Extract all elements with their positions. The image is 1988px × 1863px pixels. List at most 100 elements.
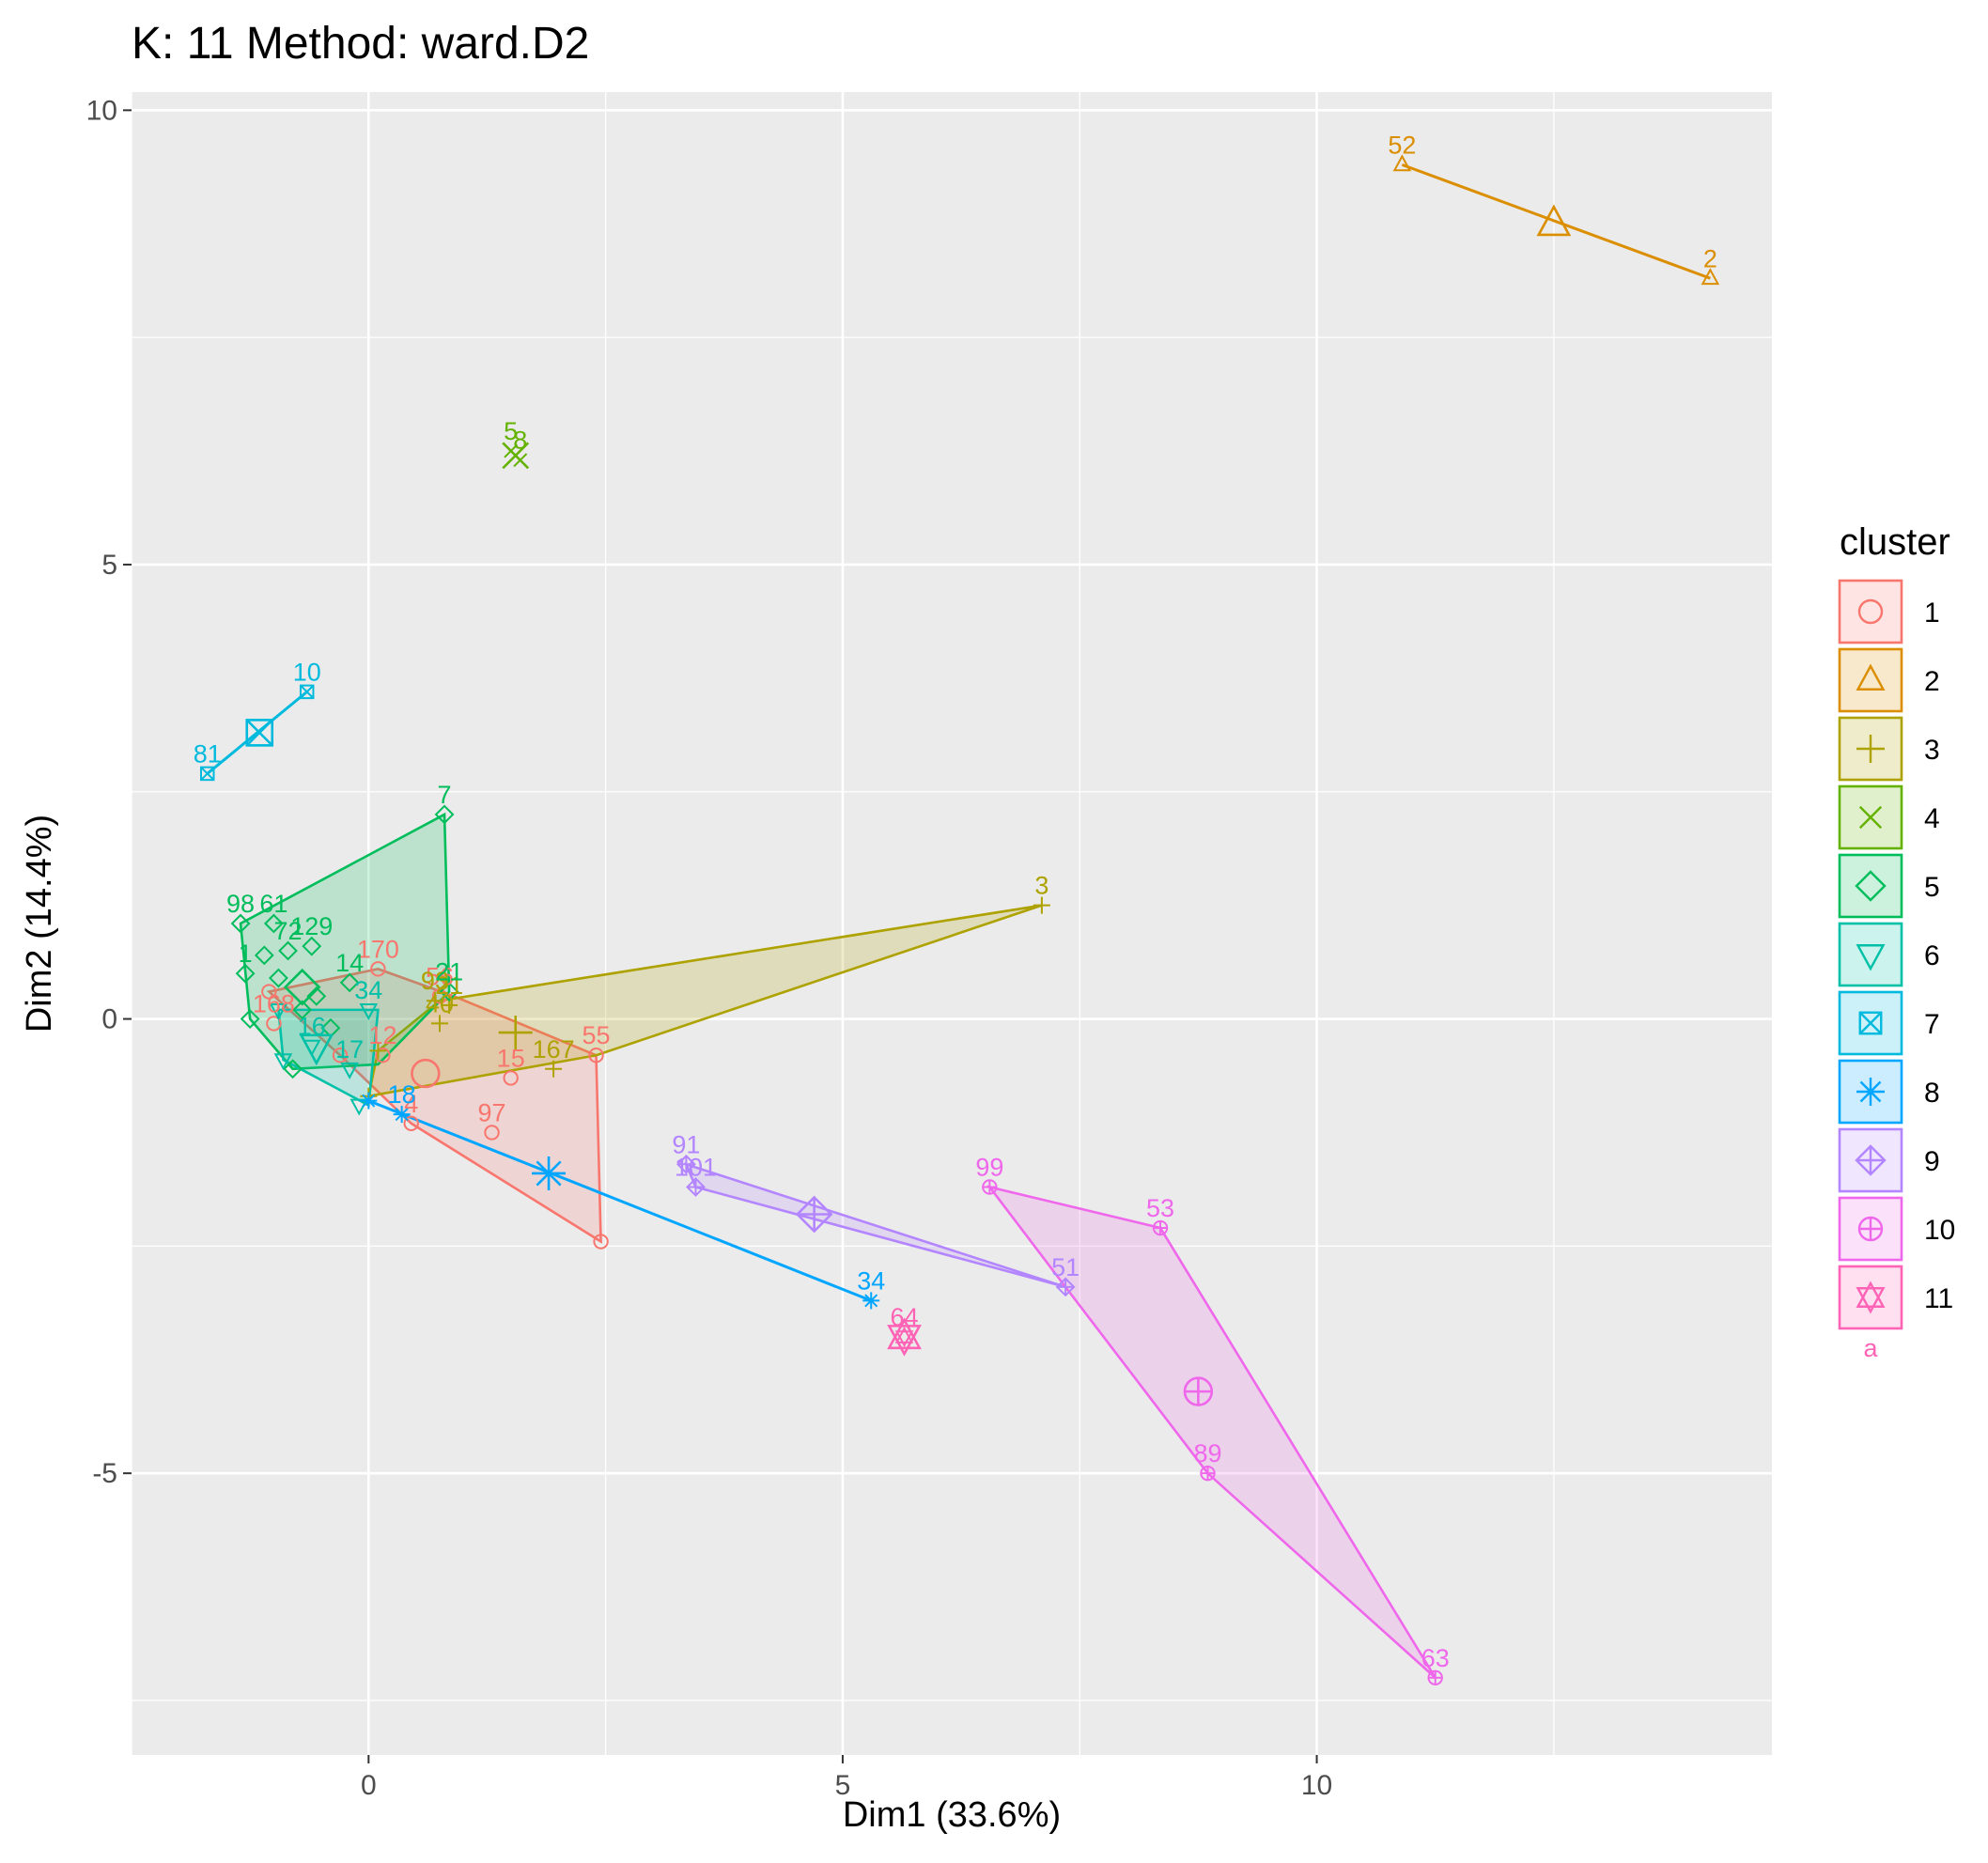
legend-label-7: 7: [1924, 1009, 1940, 1040]
cluster-7-centroid: [245, 719, 274, 747]
cluster-8-point: [862, 1292, 880, 1310]
centroid-lines: [206, 163, 1711, 1302]
cluster-7-segment: [206, 691, 308, 775]
legend-symbol-9: [1855, 1144, 1887, 1176]
cluster-5-point: [269, 968, 288, 988]
cluster-1-point: [588, 1048, 604, 1063]
cluster-1-point: [403, 1115, 419, 1131]
point-label: 3: [1034, 872, 1048, 900]
point-label: 7: [438, 781, 452, 809]
cluster-1-point: [266, 1016, 282, 1032]
point-label: 34: [857, 1266, 885, 1295]
y-axis-title: Dim2 (14.4%): [20, 815, 59, 1032]
point-label: 89: [1193, 1439, 1221, 1467]
point-label: 61: [259, 890, 287, 918]
point-label: 40: [426, 989, 454, 1017]
cluster-hulls: [239, 812, 1437, 1679]
legend-symbol-5: [1855, 870, 1887, 902]
cluster-3-point: [431, 1015, 449, 1032]
point-label: 18: [388, 1080, 416, 1109]
y-tick-label: 0: [101, 1004, 117, 1035]
data-points: [199, 154, 1720, 1685]
point-label: 72: [274, 917, 303, 945]
cluster-1-point: [332, 1048, 349, 1063]
cluster-5-hull: [239, 812, 451, 1071]
cluster-6-point: [340, 1062, 359, 1079]
cluster-1-point: [261, 984, 277, 1000]
cluster-5-point: [306, 986, 327, 1006]
cluster-10-point: [1200, 1465, 1216, 1482]
point-label: 16: [298, 1013, 326, 1041]
y-tick-label: -5: [92, 1458, 117, 1489]
gridlines: [131, 92, 1772, 1755]
point-label: 17: [335, 1035, 364, 1063]
legend-label-6: 6: [1924, 940, 1940, 971]
point-label: 91: [672, 1130, 700, 1158]
legend-label-10: 10: [1924, 1215, 1955, 1246]
cluster-8-centroid: [532, 1156, 567, 1190]
x-tick-label: 0: [361, 1770, 377, 1801]
y-tick-label: 5: [101, 550, 117, 581]
cluster-3-point: [545, 1060, 563, 1078]
legend-label-1: 1: [1924, 598, 1940, 629]
point-label: 129: [290, 912, 333, 940]
cluster-1-hull: [266, 968, 602, 1244]
cluster-5-point: [240, 1009, 260, 1029]
cluster-4-centroid: [502, 442, 530, 470]
cluster-9-point: [1055, 1277, 1076, 1297]
cluster-3-centroid: [498, 1016, 533, 1050]
point-label: 56: [426, 962, 454, 990]
cluster-6-centroid: [299, 1033, 334, 1066]
legend-key-5: [1838, 853, 1903, 919]
point-label: 81: [194, 739, 222, 768]
cluster-2-point: [1701, 268, 1720, 286]
cluster-3-point: [1033, 896, 1050, 914]
cluster-2-centroid: [1536, 204, 1572, 237]
cluster-5-point: [439, 982, 459, 1001]
legend-label-5: 5: [1924, 872, 1940, 903]
y-tick-label: 10: [86, 95, 117, 126]
legend-symbol-3: [1856, 735, 1885, 763]
plot-panel: [132, 92, 1772, 1755]
cluster-1-point: [375, 1048, 391, 1063]
cluster-7-point: [299, 684, 315, 700]
cluster-5-point: [302, 936, 322, 956]
point-label: 98: [226, 890, 255, 918]
point-label: 51: [1051, 1253, 1079, 1281]
cluster-2-point: [1392, 154, 1412, 172]
point-label: 21: [435, 971, 463, 1000]
point-label: 15: [497, 1044, 525, 1072]
legend-symbol-6: [1856, 944, 1886, 971]
point-label: 52: [1388, 131, 1416, 159]
legend-label-8: 8: [1924, 1078, 1940, 1109]
legend-symbol-4: [1858, 805, 1883, 830]
legend-extra-label: a: [1863, 1334, 1878, 1362]
legend-key-1: [1838, 579, 1903, 644]
cluster-10-hull: [986, 1185, 1437, 1679]
cluster-10-centroid: [1183, 1376, 1214, 1406]
cluster-1-point: [593, 1234, 609, 1250]
cluster-1-point: [484, 1125, 500, 1141]
cluster-6-point: [359, 1003, 379, 1020]
legend-symbol-2: [1856, 663, 1886, 691]
cluster-10-point: [1427, 1669, 1443, 1685]
point-label: 170: [357, 935, 399, 963]
legend-symbol-7: [1858, 1011, 1883, 1035]
cluster-5-point: [235, 963, 256, 984]
point-label: 168: [253, 989, 295, 1017]
cluster-7-point: [199, 766, 215, 782]
point-label: 4: [404, 1090, 418, 1118]
cluster-1-centroid: [411, 1058, 441, 1089]
legend-symbol-8: [1856, 1078, 1885, 1106]
cluster-11-centroid: [887, 1317, 922, 1357]
legend-key-6: [1838, 922, 1903, 987]
cluster-10-point: [982, 1179, 998, 1195]
cluster-8-point: [360, 1092, 378, 1110]
legend-label-3: 3: [1924, 735, 1940, 766]
cluster-8-point: [393, 1106, 411, 1124]
legend-label-2: 2: [1924, 666, 1940, 697]
x-axis-title: Dim1 (33.6%): [843, 1795, 1061, 1835]
cluster-5-centroid: [283, 968, 321, 1006]
